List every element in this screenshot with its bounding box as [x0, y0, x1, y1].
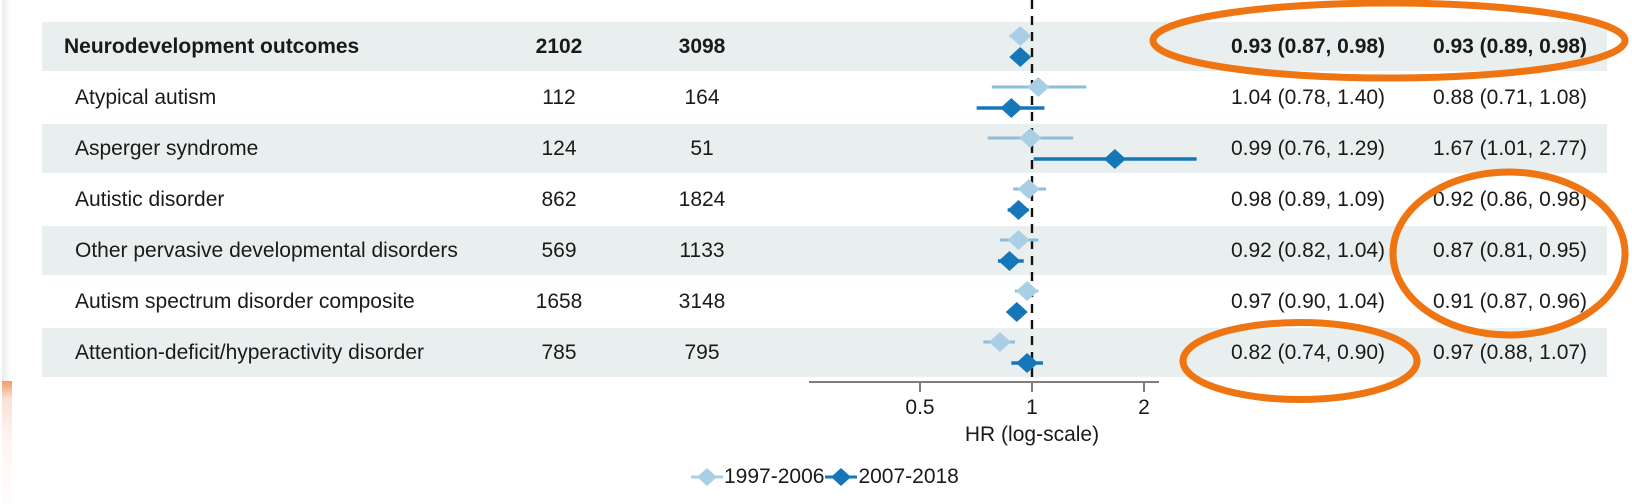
x-axis-label: HR (log-scale) — [964, 423, 1100, 446]
n-events-2007-2018: 1824 — [678, 188, 726, 211]
n-events-1997-2006: 569 — [541, 239, 577, 262]
table-row: Attention-deficit/hyperactivity disorder… — [0, 327, 1632, 378]
legend-label: 1997-2006 — [724, 465, 825, 488]
n-events-1997-2006: 124 — [541, 137, 577, 160]
hr-ci-2007-2018: 0.91 (0.87, 0.96) — [1432, 290, 1588, 313]
x-axis-tick-label: 1 — [1026, 396, 1038, 419]
outcome-label: Asperger syndrome — [75, 137, 259, 160]
table-row: Other pervasive developmental disorders … — [0, 225, 1632, 276]
hr-ci-1997-2006: 0.98 (0.89, 1.09) — [1230, 188, 1386, 211]
n-events-1997-2006: 1658 — [535, 290, 583, 313]
table-row: Asperger syndrome 124 51 0.99 (0.76, 1.2… — [0, 123, 1632, 174]
n-events-2007-2018: 795 — [684, 341, 720, 364]
outcome-label: Atypical autism — [75, 86, 217, 109]
legend-diamond-icon — [691, 468, 723, 486]
legend-item: 1997-2006 — [690, 465, 824, 489]
legend-item: 2007-2018 — [824, 465, 959, 489]
n-events-1997-2006: 785 — [541, 341, 577, 364]
n-events-1997-2006: 112 — [542, 86, 576, 109]
legend: 1997-2006 2007-2018 — [690, 464, 959, 490]
hr-ci-1997-2006: 0.99 (0.76, 1.29) — [1230, 137, 1386, 160]
screenshot-edge-artifact-bottom — [2, 381, 12, 504]
legend-label: 2007-2018 — [858, 465, 959, 488]
n-events-2007-2018: 164 — [684, 86, 720, 109]
outcome-label: Autism spectrum disorder composite — [75, 290, 415, 313]
n-events-2007-2018: 51 — [690, 137, 714, 160]
hr-ci-2007-2018: 0.97 (0.88, 1.07) — [1432, 341, 1588, 364]
x-axis-tick-label: 0.5 — [905, 396, 935, 419]
hr-ci-2007-2018: 0.92 (0.86, 0.98) — [1432, 188, 1588, 211]
outcome-label: Attention-deficit/hyperactivity disorder — [75, 341, 424, 364]
table-row: Neurodevelopment outcomes 2102 3098 0.93… — [0, 21, 1632, 72]
n-events-1997-2006: 862 — [541, 188, 577, 211]
legend-marker-diamond — [831, 468, 852, 486]
row-stripe — [42, 226, 1607, 275]
legend-marker-diamond — [697, 468, 717, 486]
hr-ci-1997-2006: 0.97 (0.90, 1.04) — [1230, 290, 1386, 313]
hr-ci-2007-2018: 0.87 (0.81, 0.95) — [1432, 239, 1588, 262]
n-events-2007-2018: 3148 — [678, 290, 726, 313]
table-row: Autism spectrum disorder composite 1658 … — [0, 276, 1632, 327]
hr-ci-1997-2006: 1.04 (0.78, 1.40) — [1230, 86, 1386, 109]
outcome-label: Other pervasive developmental disorders — [75, 239, 458, 262]
screenshot-edge-artifact-top — [2, 0, 11, 381]
row-stripe — [42, 124, 1607, 173]
table-row: Autistic disorder 862 1824 0.98 (0.89, 1… — [0, 174, 1632, 225]
legend-diamond-icon — [825, 468, 858, 486]
table-row: Atypical autism 112 164 1.04 (0.78, 1.40… — [0, 72, 1632, 123]
outcome-label: Neurodevelopment outcomes — [64, 35, 360, 58]
hr-ci-1997-2006: 0.92 (0.82, 1.04) — [1230, 239, 1386, 262]
n-events-2007-2018: 1133 — [679, 239, 725, 262]
hr-ci-2007-2018: 1.67 (1.01, 2.77) — [1432, 137, 1588, 160]
hr-ci-2007-2018: 0.88 (0.71, 1.08) — [1432, 86, 1588, 109]
n-events-2007-2018: 3098 — [678, 35, 726, 58]
hr-ci-1997-2006: 0.82 (0.74, 0.90) — [1230, 341, 1386, 364]
x-axis-tick-label: 2 — [1138, 396, 1150, 419]
hr-ci-1997-2006: 0.93 (0.87, 0.98) — [1230, 35, 1386, 58]
outcome-label: Autistic disorder — [75, 188, 225, 211]
n-events-1997-2006: 2102 — [535, 35, 583, 58]
hr-ci-2007-2018: 0.93 (0.89, 0.98) — [1432, 35, 1588, 58]
